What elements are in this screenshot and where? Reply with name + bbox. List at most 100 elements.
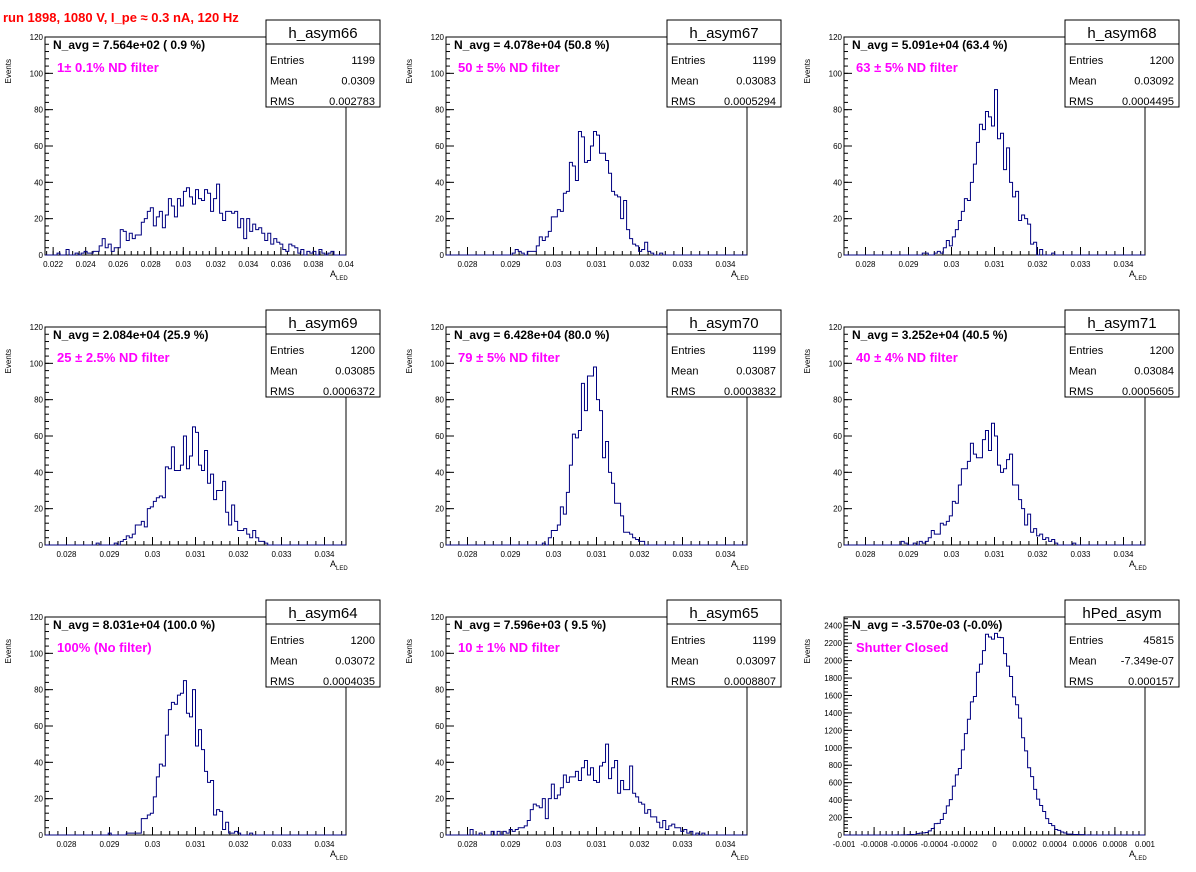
stats-box [265, 333, 381, 398]
x-tick-label: 0.031 [185, 550, 206, 559]
histogram-name: h_asym68 [1087, 25, 1156, 42]
navg-text: N_avg = 8.031e+04 (100.0 %) [53, 618, 215, 632]
stats-value-entries: 1200 [351, 635, 375, 647]
y-tick-label: 0 [838, 251, 843, 260]
stats-value-mean: 0.03092 [1134, 76, 1174, 88]
histogram-pad-h_asym68: Events 0 20 40 60 80 100 120 0.028 0.029 0.03 0.031… [803, 19, 1180, 282]
y-tick-label: 0 [440, 831, 445, 840]
x-axis-label: ALED [731, 849, 749, 862]
x-tick-label: 0.032 [1027, 260, 1048, 269]
histogram-name: hPed_asym [1082, 605, 1161, 622]
x-axis-label: ALED [330, 849, 348, 862]
x-tick-label: 0.034 [314, 550, 335, 559]
x-tick-label: -0.0008 [861, 840, 889, 849]
x-tick-label: 0.029 [500, 260, 521, 269]
y-tick-label: 100 [829, 359, 843, 368]
x-tick-label: 0.029 [99, 550, 120, 559]
stats-box [265, 43, 381, 108]
filter-annotation: 40 ± 4% ND filter [856, 350, 958, 365]
y-tick-label: 40 [435, 758, 444, 767]
stats-box [666, 333, 782, 398]
y-tick-label: 80 [435, 686, 444, 695]
stats-title-box [265, 309, 381, 335]
x-tick-label: 0.033 [271, 840, 292, 849]
x-tick-label: -0.0004 [921, 840, 949, 849]
stats-value-mean: 0.03087 [736, 366, 776, 378]
stats-value-entries: 1199 [752, 635, 776, 647]
x-tick-label: 0.028 [855, 550, 876, 559]
x-tick-label: 0.04 [338, 260, 354, 269]
y-axis-label: Events [803, 59, 812, 83]
x-tick-label: 0.033 [271, 550, 292, 559]
x-tick-label: 0.0002 [1012, 840, 1037, 849]
y-tick-label: 40 [34, 758, 43, 767]
y-tick-label: 80 [34, 396, 43, 405]
stats-value-entries: 45815 [1143, 635, 1174, 647]
navg-text: N_avg = 7.596e+03 ( 9.5 %) [454, 618, 606, 632]
stats-value-rms: 0.0006372 [323, 386, 375, 398]
stats-value-entries: 1199 [752, 345, 776, 357]
filter-annotation: 50 ± 5% ND filter [458, 60, 560, 75]
histogram-name: h_asym66 [288, 25, 357, 42]
y-tick-label: 120 [431, 613, 445, 622]
x-tick-label: 0.029 [898, 550, 919, 559]
stats-label-rms: RMS [671, 386, 695, 398]
y-tick-label: 2400 [824, 622, 842, 631]
y-tick-label: 1200 [824, 726, 842, 735]
stats-value-mean: 0.03083 [736, 76, 776, 88]
filter-annotation: Shutter Closed [856, 640, 949, 655]
y-tick-label: 40 [435, 178, 444, 187]
x-tick-label: 0.038 [303, 260, 324, 269]
x-tick-label: 0.031 [984, 260, 1005, 269]
stats-value-rms: 0.0004495 [1122, 96, 1174, 108]
x-tick-label: 0.028 [141, 260, 162, 269]
y-tick-label: 120 [431, 33, 445, 42]
navg-text: N_avg = 3.252e+04 (40.5 %) [852, 328, 1007, 342]
x-tick-label: 0.028 [855, 260, 876, 269]
stats-label-entries: Entries [1069, 55, 1104, 67]
stats-title-box [1064, 309, 1180, 335]
y-tick-label: 1000 [824, 744, 842, 753]
y-tick-label: 100 [30, 649, 44, 658]
stats-title-box [666, 19, 782, 45]
y-tick-label: 2000 [824, 657, 842, 666]
histogram-name: h_asym65 [689, 605, 758, 622]
histogram-name: h_asym64 [288, 605, 357, 622]
x-tick-label: 0.022 [43, 260, 64, 269]
y-tick-label: 120 [829, 33, 843, 42]
x-tick-label: -0.001 [833, 840, 856, 849]
x-tick-label: 0.0004 [1042, 840, 1067, 849]
y-tick-label: 20 [34, 505, 43, 514]
x-tick-label: 0.034 [715, 260, 736, 269]
x-tick-label: 0.03 [546, 550, 562, 559]
stats-title-box [265, 599, 381, 625]
x-tick-label: 0.03 [546, 260, 562, 269]
y-tick-label: 20 [34, 215, 43, 224]
stats-box [1064, 43, 1180, 108]
y-tick-label: 1800 [824, 674, 842, 683]
y-tick-label: 0 [838, 831, 843, 840]
stats-label-rms: RMS [1069, 386, 1093, 398]
stats-value-rms: 0.0004035 [323, 676, 375, 688]
filter-annotation: 79 ± 5% ND filter [458, 350, 560, 365]
histogram-pad-h_asym70: Events 0 20 40 60 80 100 120 0.028 0.029 0.03 0.031… [405, 309, 782, 572]
stats-value-mean: 0.03072 [335, 656, 375, 668]
x-tick-label: 0.03 [944, 550, 960, 559]
stats-label-rms: RMS [270, 386, 294, 398]
y-axis-label: Events [405, 349, 414, 373]
stats-value-mean: 0.03085 [335, 366, 375, 378]
x-tick-label: 0.033 [672, 840, 693, 849]
y-tick-label: 0 [838, 541, 843, 550]
stats-title-box [666, 599, 782, 625]
stats-value-rms: 0.000157 [1128, 676, 1174, 688]
y-axis-label: Events [405, 639, 414, 663]
stats-box [1064, 333, 1180, 398]
y-tick-label: 120 [431, 323, 445, 332]
stats-value-entries: 1199 [351, 55, 375, 67]
stats-label-rms: RMS [270, 96, 294, 108]
y-tick-label: 100 [431, 69, 445, 78]
stats-value-rms: 0.0003832 [724, 386, 776, 398]
y-tick-label: 1600 [824, 691, 842, 700]
stats-label-mean: Mean [270, 656, 298, 668]
x-tick-label: 0.031 [586, 260, 607, 269]
